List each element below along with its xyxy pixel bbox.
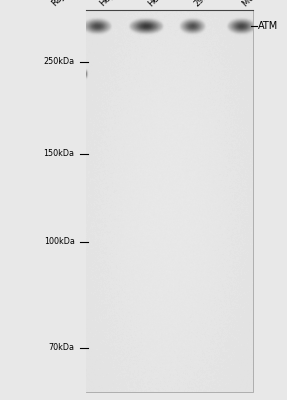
Text: ATM: ATM	[258, 21, 279, 31]
Text: 100kDa: 100kDa	[44, 238, 75, 246]
Text: 70kDa: 70kDa	[49, 344, 75, 352]
Text: 293T: 293T	[192, 0, 214, 8]
Text: Mouse testis: Mouse testis	[241, 0, 285, 8]
Text: Raji: Raji	[50, 0, 68, 8]
Text: HepG2: HepG2	[98, 0, 124, 8]
Text: 250kDa: 250kDa	[44, 58, 75, 66]
FancyBboxPatch shape	[86, 10, 253, 392]
Text: HeLa: HeLa	[146, 0, 168, 8]
Text: 150kDa: 150kDa	[44, 150, 75, 158]
